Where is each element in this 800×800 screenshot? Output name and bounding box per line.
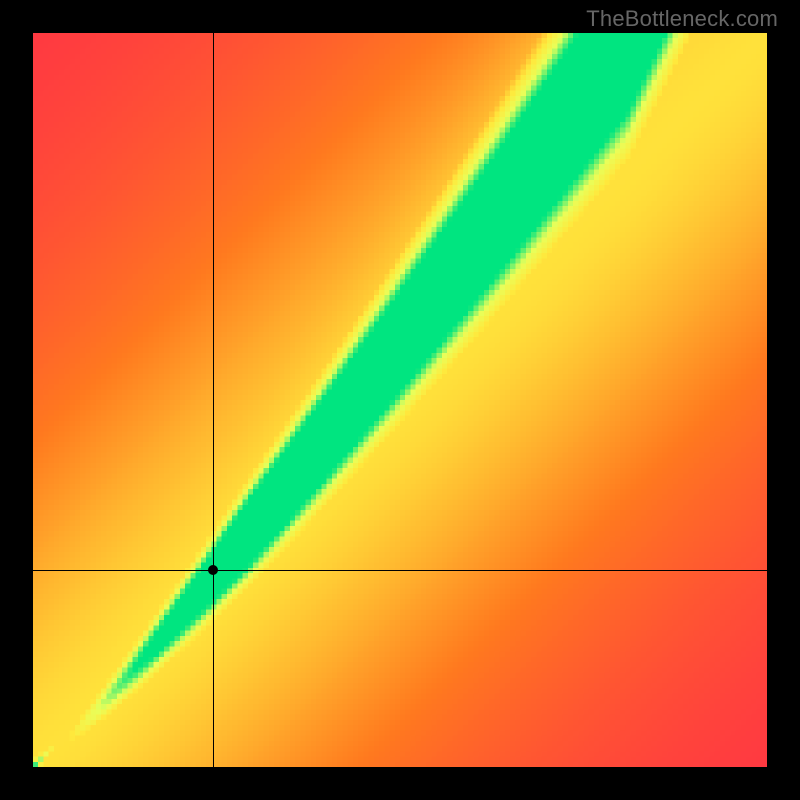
crosshair-horizontal (33, 570, 767, 571)
heatmap-plot (33, 33, 767, 767)
crosshair-vertical (213, 33, 214, 767)
selection-marker (208, 565, 218, 575)
heatmap-canvas (33, 33, 767, 767)
watermark-text: TheBottleneck.com (586, 6, 778, 32)
